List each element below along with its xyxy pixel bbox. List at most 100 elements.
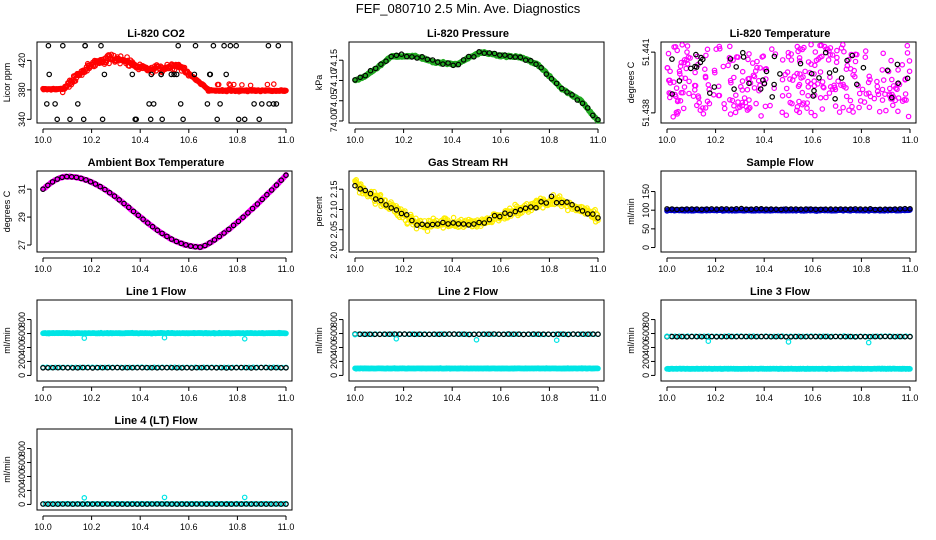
data-point: [183, 242, 189, 248]
data-point: [429, 221, 436, 228]
y-tick-label: 400: [17, 469, 27, 484]
data-point: [99, 501, 106, 507]
data-point: [733, 64, 740, 70]
data-point: [178, 240, 185, 247]
y-tick-label: 31: [17, 184, 27, 194]
series-spikes: [81, 494, 248, 501]
data-point: [528, 57, 534, 64]
data-point: [227, 82, 234, 88]
data-point: [52, 101, 58, 107]
data-point: [674, 333, 680, 340]
y-tick-label: 100: [641, 203, 651, 218]
data-point: [543, 200, 550, 206]
x-tick-label: 11.0: [278, 393, 295, 403]
data-point: [283, 330, 289, 337]
data-point: [763, 65, 770, 72]
data-point: [253, 501, 260, 507]
data-point: [595, 365, 601, 372]
chart-line1-flow: 10.0 10.2 10.4 10.6 10.8 11.00200400600800ml/…: [2, 299, 295, 403]
panel-title: Li-820 CO2: [127, 28, 185, 40]
x-tick-label: 10.8: [229, 135, 247, 145]
data-point: [429, 57, 436, 63]
data-point: [538, 64, 544, 71]
data-point: [835, 78, 841, 85]
series-raw: [40, 51, 289, 96]
x-tick-label: 10.2: [395, 135, 413, 145]
data-point: [419, 53, 426, 60]
data-point: [106, 189, 113, 196]
data-point: [254, 201, 261, 207]
data-point: [768, 333, 774, 340]
data-point: [906, 58, 913, 64]
data-point: [230, 222, 237, 229]
data-point: [357, 186, 364, 192]
data-point: [846, 107, 852, 114]
data-point: [743, 103, 750, 110]
data-point: [486, 50, 493, 56]
data-point: [888, 57, 894, 64]
data-point: [800, 74, 806, 80]
data-point: [694, 102, 700, 109]
data-point: [393, 207, 400, 213]
data-point: [278, 365, 284, 371]
data-point: [548, 75, 555, 82]
y-axis-label: ml/min: [626, 327, 636, 354]
plot-frame: [660, 299, 917, 382]
data-point: [703, 52, 709, 59]
data-point: [99, 116, 106, 123]
x-tick-label: 11.0: [590, 135, 607, 145]
data-point: [253, 364, 260, 371]
data-point: [702, 105, 709, 111]
x-tick-label: 10.6: [180, 135, 198, 145]
x-tick-label: 10.0: [346, 264, 364, 274]
data-point: [683, 65, 690, 72]
data-point: [794, 107, 800, 114]
data-point: [796, 54, 803, 61]
data-point: [383, 202, 389, 208]
data-point: [808, 206, 814, 212]
data-point: [221, 42, 227, 49]
x-tick-label: 10.8: [229, 393, 247, 403]
x-tick-label: 10.8: [541, 393, 559, 403]
data-point: [763, 68, 770, 75]
data-point: [800, 100, 807, 106]
data-point: [798, 333, 804, 340]
data-point: [161, 494, 168, 501]
panel-title: Sample Flow: [746, 157, 814, 169]
series-raw: [664, 41, 913, 120]
data-point: [352, 77, 358, 83]
data-point: [476, 219, 482, 226]
data-point: [746, 51, 752, 57]
data-point: [905, 113, 912, 120]
data-point: [264, 191, 270, 198]
data-point: [785, 339, 792, 345]
data-point: [569, 201, 575, 208]
data-point: [751, 85, 758, 91]
data-point: [865, 339, 872, 346]
data-point: [595, 331, 601, 338]
data-point: [705, 81, 712, 88]
data-point: [87, 178, 94, 185]
data-point: [888, 76, 895, 83]
y-axis-label: Licor ppm: [2, 63, 12, 103]
data-point: [731, 74, 737, 81]
data-point: [184, 364, 190, 371]
y-tick-label: 420: [17, 53, 27, 68]
data-point: [83, 177, 89, 183]
data-point: [669, 91, 676, 97]
x-tick-label: 10.8: [229, 264, 247, 274]
data-point: [109, 501, 116, 507]
y-tick-label: 50: [641, 224, 651, 234]
data-point: [748, 206, 755, 213]
data-point: [892, 333, 898, 340]
data-point: [682, 75, 689, 82]
data-point: [681, 59, 688, 66]
data-point: [126, 204, 132, 211]
data-point: [580, 331, 586, 338]
x-tick-label: 10.4: [131, 135, 149, 145]
data-point: [283, 172, 289, 179]
data-point: [565, 207, 571, 214]
data-point: [677, 63, 684, 70]
x-tick-label: 10.4: [131, 393, 149, 403]
chart-line2-flow: 10.0 10.2 10.4 10.6 10.8 11.00200400600800ml/…: [314, 299, 606, 403]
